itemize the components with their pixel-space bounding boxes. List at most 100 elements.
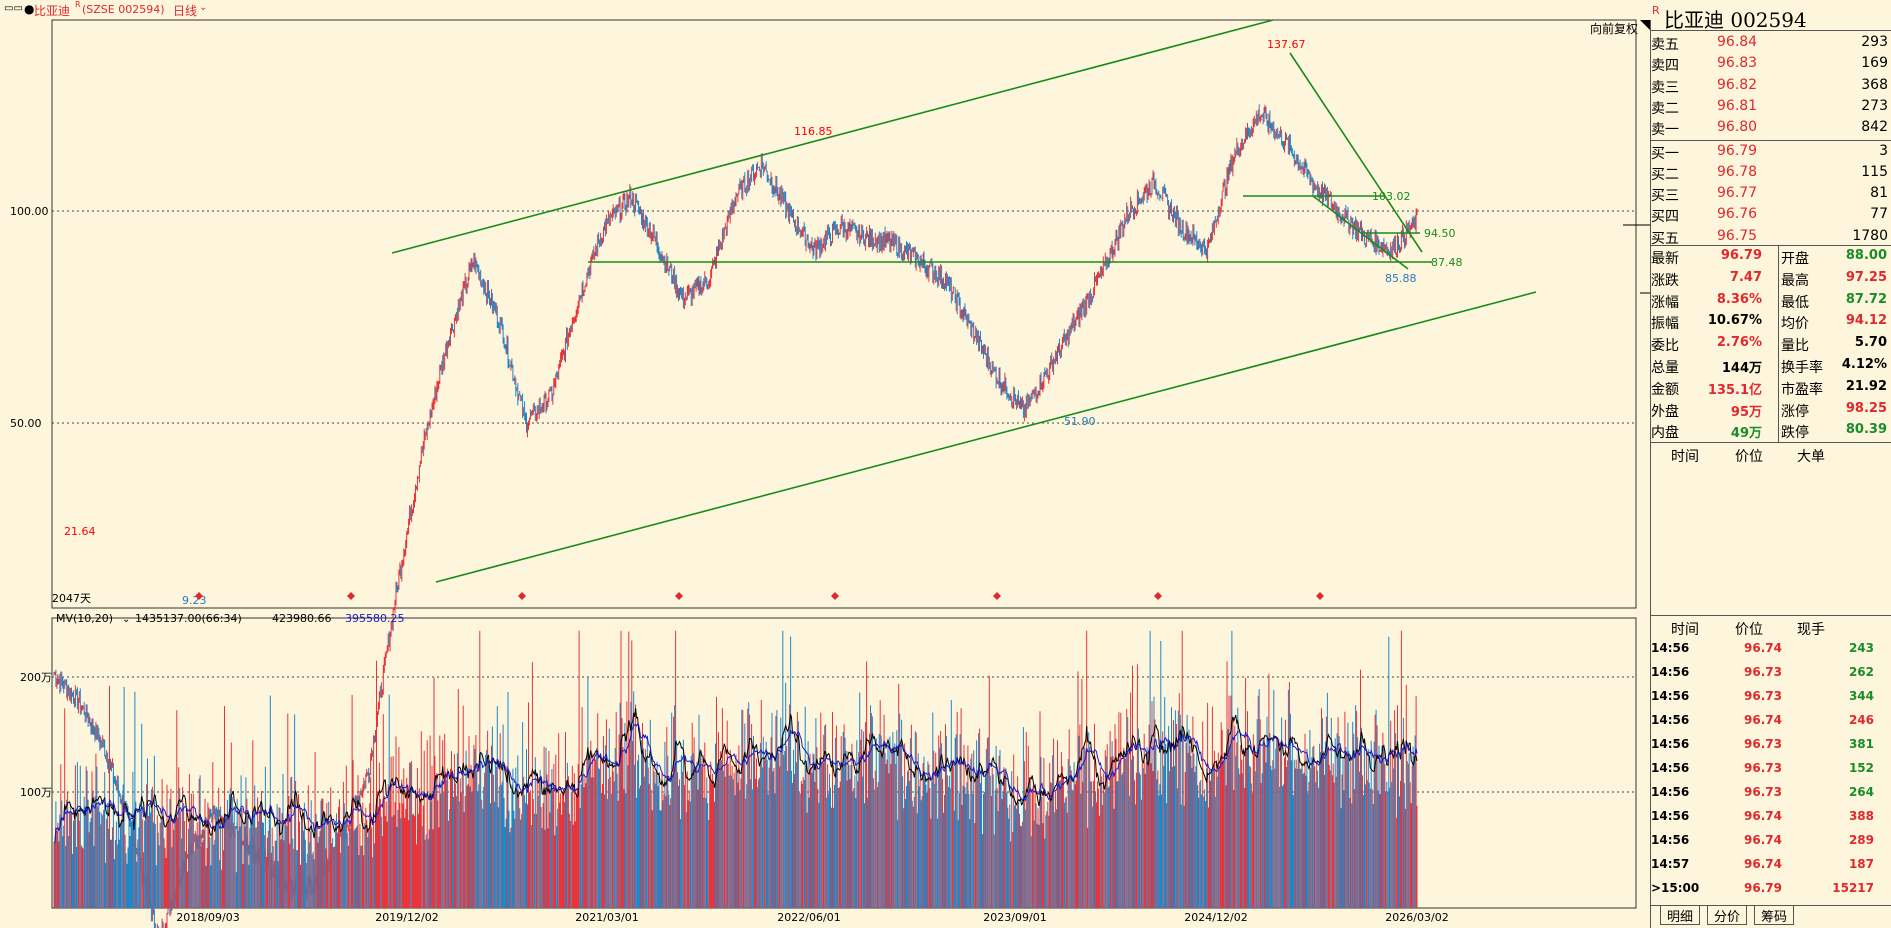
trade-price: 96.79 — [1744, 881, 1782, 895]
channel-lower-line — [435, 291, 1537, 583]
divider — [1650, 30, 1891, 31]
price-pane-frame — [51, 19, 1637, 609]
stat-value: 10.67% — [1707, 313, 1762, 329]
diamond-marker[interactable] — [675, 592, 683, 600]
kline-chart[interactable]: 100.00 50.00 200万 100万 2018/09/03 2019/12/02 2… — [0, 0, 1650, 928]
divider — [1650, 442, 1891, 443]
price-tick-label: 100.00 — [10, 205, 49, 218]
stat-value: 97.25 — [1845, 269, 1887, 285]
book-volume: 293 — [1861, 34, 1888, 50]
stat-label: 跌停 — [1781, 425, 1809, 442]
trade-volume: 15217 — [1832, 881, 1874, 895]
book-volume: 368 — [1861, 76, 1888, 93]
tab-1[interactable]: 分价 — [1707, 906, 1748, 925]
mv10-line — [53, 708, 1418, 844]
volume-bars-down — [55, 630, 1416, 908]
divider — [1650, 140, 1891, 141]
trade-volume: 152 — [1848, 761, 1874, 775]
stat-label: 均价 — [1781, 316, 1809, 333]
diamond-marker[interactable] — [993, 592, 1001, 600]
book-price[interactable]: 96.75 — [1717, 227, 1758, 244]
stat-value: 49万 — [1730, 426, 1762, 442]
book-price[interactable]: 96.78 — [1717, 163, 1758, 180]
book-label: 买一 — [1651, 145, 1679, 162]
book-price[interactable]: 96.80 — [1717, 119, 1758, 136]
period-selector[interactable]: 日线 — [173, 4, 198, 18]
trade-time: 14:56 — [1651, 641, 1690, 655]
trade-volume: 243 — [1848, 641, 1874, 655]
stat-label: 量比 — [1781, 338, 1809, 355]
book-price[interactable]: 96.79 — [1717, 142, 1758, 159]
date-tick-label: 2023/09/01 — [983, 911, 1046, 924]
stat-value: 94.12 — [1845, 313, 1887, 329]
book-price[interactable]: 96.76 — [1717, 206, 1758, 223]
diamond-marker[interactable] — [831, 592, 839, 600]
stat-label: 振幅 — [1651, 316, 1679, 333]
channel-upper-line — [391, 19, 1274, 254]
trade-volume: 289 — [1848, 833, 1874, 847]
wedge-upper-line — [1289, 52, 1423, 253]
r-flag-icon: R — [1652, 4, 1660, 17]
stock-name[interactable]: 比亚迪 — [34, 4, 71, 18]
book-label: 卖三 — [1651, 79, 1679, 96]
days-count-label: 2047天 — [52, 592, 91, 605]
tab-0[interactable]: 明细 — [1660, 906, 1701, 925]
stat-label: 内盘 — [1651, 425, 1679, 442]
trade-time: 14:56 — [1651, 689, 1690, 703]
trade-price: 96.74 — [1744, 809, 1782, 823]
stat-label: 涨跌 — [1651, 272, 1679, 289]
book-price[interactable]: 96.83 — [1717, 55, 1758, 72]
stat-label: 委比 — [1651, 338, 1679, 355]
date-tick-label: 2022/06/01 — [777, 911, 840, 924]
book-price[interactable]: 96.82 — [1717, 76, 1758, 93]
chevron-down-icon[interactable]: ⌄ — [199, 2, 208, 13]
panel-toggle-icon[interactable]: ▭▭ — [4, 3, 23, 14]
stat-value: 87.72 — [1845, 291, 1887, 307]
diamond-marker[interactable] — [518, 592, 526, 600]
diamond-marker[interactable] — [195, 592, 203, 600]
diamond-marker[interactable] — [347, 592, 355, 600]
divider — [1650, 245, 1891, 246]
adjust-mode-button[interactable]: 向前复权 — [1590, 22, 1639, 36]
book-label: 买四 — [1651, 209, 1679, 226]
diamond-marker[interactable] — [1316, 592, 1324, 600]
status-dot: ● — [24, 2, 35, 16]
book-price[interactable]: 96.81 — [1717, 97, 1758, 114]
book-price[interactable]: 96.84 — [1717, 34, 1758, 50]
price-annotation: 116.85 — [794, 125, 833, 138]
date-tick-label: 2026/03/02 — [1385, 911, 1448, 924]
stat-label: 总量 — [1651, 360, 1679, 376]
trade-price: 96.73 — [1744, 737, 1782, 751]
trade-volume: 381 — [1848, 737, 1874, 751]
volume-bars-up — [53, 630, 1418, 908]
trade-header: 时间 — [1671, 622, 1699, 638]
stat-label: 最新 — [1651, 251, 1679, 267]
trade-time: 14:56 — [1651, 665, 1690, 679]
stat-value: 135.1亿 — [1707, 382, 1762, 398]
stat-value: 4.12% — [1841, 357, 1887, 372]
book-volume: 842 — [1861, 119, 1888, 136]
trade-time: 14:56 — [1651, 713, 1690, 727]
stat-value: 80.39 — [1845, 422, 1887, 438]
trade-price: 96.73 — [1744, 785, 1782, 799]
book-volume: 3 — [1879, 142, 1888, 159]
book-label: 买二 — [1651, 166, 1679, 183]
divider — [1778, 246, 1779, 442]
stock-code: (SZSE 002594) — [82, 3, 165, 16]
price-annotation: 137.67 — [1267, 38, 1306, 51]
trade-price: 96.73 — [1744, 689, 1782, 703]
book-price[interactable]: 96.77 — [1717, 185, 1758, 202]
diamond-marker[interactable] — [1154, 592, 1162, 600]
indicator-value: 1435137.00(66:34) — [135, 612, 242, 625]
big-order-header: 时间 — [1671, 449, 1699, 465]
stat-label: 金额 — [1651, 381, 1679, 398]
tab-2[interactable]: 筹码 — [1754, 906, 1795, 925]
stat-value: 88.00 — [1845, 248, 1887, 263]
book-volume: 169 — [1861, 55, 1888, 72]
trade-volume: 344 — [1848, 689, 1874, 703]
stat-value: 5.70 — [1854, 335, 1887, 351]
chart-title-bar: ▭▭ ● 比亚迪 R (SZSE 002594) 日线 ⌄ 向前复权 — [0, 0, 1650, 36]
stat-value: 96.79 — [1720, 248, 1762, 263]
book-label: 卖一 — [1651, 122, 1679, 139]
quote-title: 比亚迪 002594 — [1664, 8, 1807, 32]
